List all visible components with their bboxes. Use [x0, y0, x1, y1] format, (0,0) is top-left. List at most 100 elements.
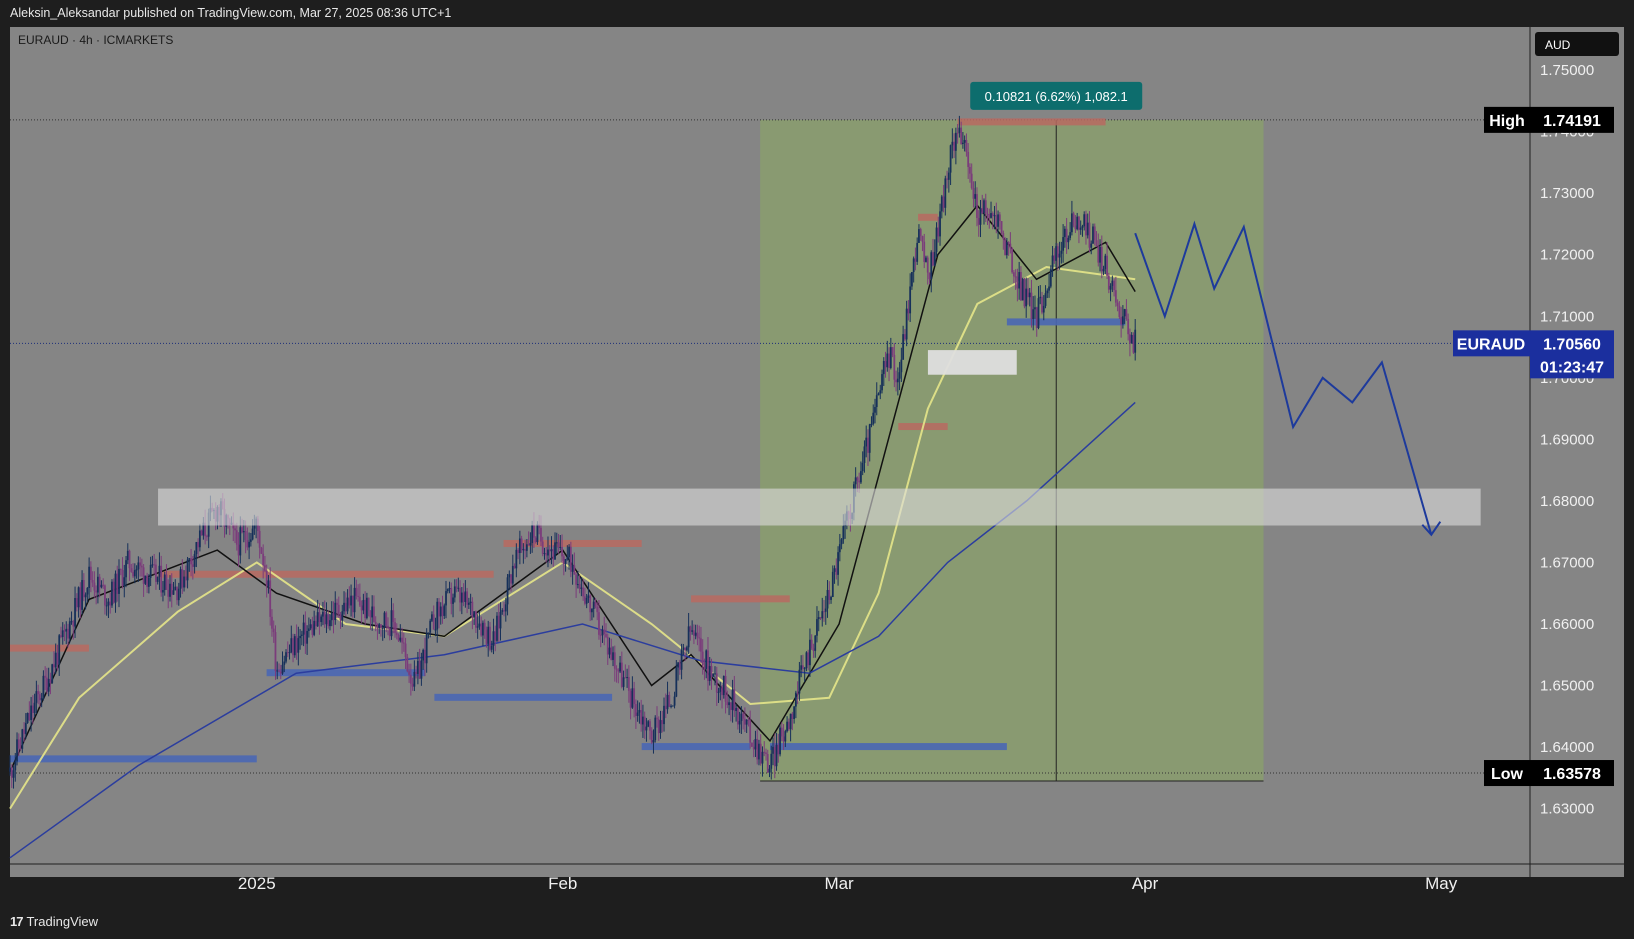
candle-body: [394, 622, 396, 633]
candle: [304, 611, 307, 654]
candle-body: [332, 612, 335, 621]
candle: [685, 645, 688, 656]
candle-body: [476, 626, 479, 628]
candle: [1023, 277, 1026, 309]
candle: [891, 346, 894, 358]
candle: [562, 554, 565, 576]
candle: [652, 729, 655, 754]
candle-body: [754, 738, 757, 750]
candle-body: [323, 611, 326, 625]
candle: [327, 610, 330, 629]
candle-body: [496, 615, 498, 641]
candle: [497, 603, 500, 642]
candle-body: [206, 536, 208, 538]
candle-body: [443, 605, 446, 616]
candle: [1081, 224, 1084, 237]
candle: [292, 633, 294, 663]
candle: [1028, 287, 1031, 307]
candle-body: [548, 549, 551, 552]
candle-body: [610, 647, 613, 660]
candle-body: [251, 528, 254, 540]
candle: [309, 619, 312, 631]
candle-body: [346, 597, 349, 612]
candle: [365, 592, 368, 620]
candle: [473, 611, 476, 625]
candle-body: [944, 178, 947, 208]
candle: [1046, 288, 1049, 299]
candle-body: [745, 719, 748, 725]
axis-layer: 1.750001.740001.730001.720001.710001.700…: [238, 62, 1614, 893]
supply-zone-5: [918, 213, 938, 221]
candle: [1121, 305, 1124, 329]
candle-body: [891, 347, 894, 355]
candle: [432, 605, 435, 630]
candle: [967, 142, 970, 179]
candle: [299, 629, 301, 650]
candle-body: [19, 748, 22, 750]
candle: [443, 603, 446, 619]
candle-body: [940, 196, 943, 212]
price-chart[interactable]: 0.10821 (6.62%) 1,082.1 1.750001.740001.…: [0, 27, 1634, 904]
candle: [889, 337, 892, 370]
candle: [881, 369, 883, 394]
candle-body: [842, 526, 845, 540]
candle-body: [696, 632, 699, 638]
candle-body: [184, 576, 187, 581]
candle-body: [1004, 239, 1006, 256]
candle: [186, 556, 189, 589]
candle-body: [116, 573, 119, 594]
candle-body: [142, 567, 145, 584]
candle: [909, 273, 912, 322]
candle: [74, 586, 76, 638]
candle-body: [634, 704, 637, 716]
candle-body: [1037, 298, 1040, 329]
candle: [476, 614, 479, 639]
candle: [642, 704, 644, 738]
candle: [585, 593, 588, 609]
candle: [77, 586, 80, 618]
candle-body: [1067, 237, 1070, 243]
candle: [169, 575, 171, 602]
candle: [657, 716, 660, 741]
candle-body: [246, 539, 249, 548]
candle: [114, 570, 117, 613]
candle: [684, 647, 687, 661]
candle-body: [350, 595, 352, 606]
candle: [747, 716, 750, 727]
candle: [935, 222, 938, 258]
candle: [860, 461, 862, 484]
candle: [1095, 231, 1098, 247]
candle-body: [288, 652, 291, 654]
candle-body: [758, 743, 760, 760]
candle-body: [304, 622, 307, 644]
candle-body: [355, 587, 358, 596]
candle: [879, 384, 882, 400]
candle: [766, 749, 769, 774]
candle: [807, 649, 810, 671]
candle-body: [119, 568, 122, 571]
candle: [307, 617, 310, 638]
candle-body: [170, 583, 173, 595]
candle: [965, 133, 968, 157]
candle-body: [431, 614, 433, 621]
demand-zone-3: [641, 743, 751, 751]
candle-body: [411, 683, 414, 687]
currency-badge[interactable]: [1535, 32, 1619, 56]
candle: [518, 530, 521, 565]
candle-body: [285, 652, 287, 662]
candle: [1055, 242, 1057, 269]
candle-body: [870, 423, 873, 425]
candle: [408, 663, 410, 683]
candle-body: [93, 582, 96, 591]
candle-body: [678, 662, 681, 670]
candle-body: [900, 359, 903, 373]
candle: [861, 451, 864, 476]
candle-body: [766, 754, 769, 773]
y-tick-label-6: 1.69000: [1540, 431, 1594, 448]
candle-body: [169, 583, 171, 597]
candle-body: [1007, 242, 1010, 244]
candle: [817, 610, 820, 632]
price-axis[interactable]: [1530, 27, 1624, 877]
candle-body: [140, 565, 143, 568]
candle-body: [21, 729, 24, 749]
